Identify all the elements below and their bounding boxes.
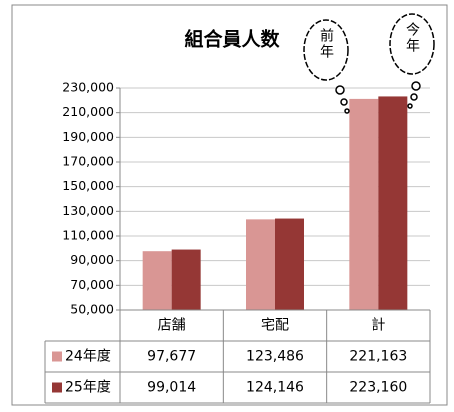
legend-label: 25年度	[65, 380, 111, 396]
bubble-this: 今年	[389, 13, 435, 109]
annotation: 今年	[404, 22, 420, 54]
y-tick-label: 210,000	[62, 104, 114, 119]
bubble-dot	[344, 108, 350, 114]
y-tick-label: 70,000	[70, 277, 114, 292]
x-tick-label: 店舗	[158, 318, 186, 334]
table-value: 97,677	[147, 349, 196, 365]
bubble-dot	[407, 103, 413, 109]
bar	[171, 249, 201, 310]
bubble-dot	[411, 81, 421, 91]
table-value: 123,486	[246, 349, 304, 365]
y-tick-label: 90,000	[70, 252, 114, 267]
table-value: 223,160	[349, 380, 407, 396]
y-tick-label: 110,000	[62, 228, 114, 243]
bubble-dot	[335, 85, 345, 95]
legend-swatch	[52, 382, 62, 393]
table-value: 221,163	[349, 349, 407, 365]
y-tick-label: 50,000	[70, 302, 114, 317]
y-tick-label: 190,000	[62, 129, 114, 144]
x-tick-label: 宅配	[261, 318, 289, 334]
bar	[246, 219, 275, 310]
bar	[378, 96, 408, 310]
bubble-dot	[410, 93, 418, 101]
annotation: 前年	[318, 27, 334, 60]
y-tick-label: 170,000	[62, 154, 114, 169]
legend-swatch	[52, 351, 62, 362]
thought-bubble	[389, 13, 435, 75]
y-tick-label: 130,000	[62, 203, 114, 218]
bubble-prev: 前年	[303, 19, 350, 114]
legend-label: 24年度	[65, 349, 111, 365]
bar	[275, 218, 304, 310]
y-tick-label: 150,000	[62, 178, 114, 193]
bar	[142, 251, 172, 310]
x-tick-label: 計	[371, 318, 385, 334]
bar	[349, 98, 379, 311]
bubble-dot	[340, 98, 348, 106]
y-tick-label: 230,000	[62, 80, 114, 95]
table-value: 124,146	[246, 380, 304, 396]
chart-title: 組合員人数	[184, 28, 280, 51]
thought-bubble	[303, 19, 349, 81]
table-value: 99,014	[147, 380, 196, 396]
